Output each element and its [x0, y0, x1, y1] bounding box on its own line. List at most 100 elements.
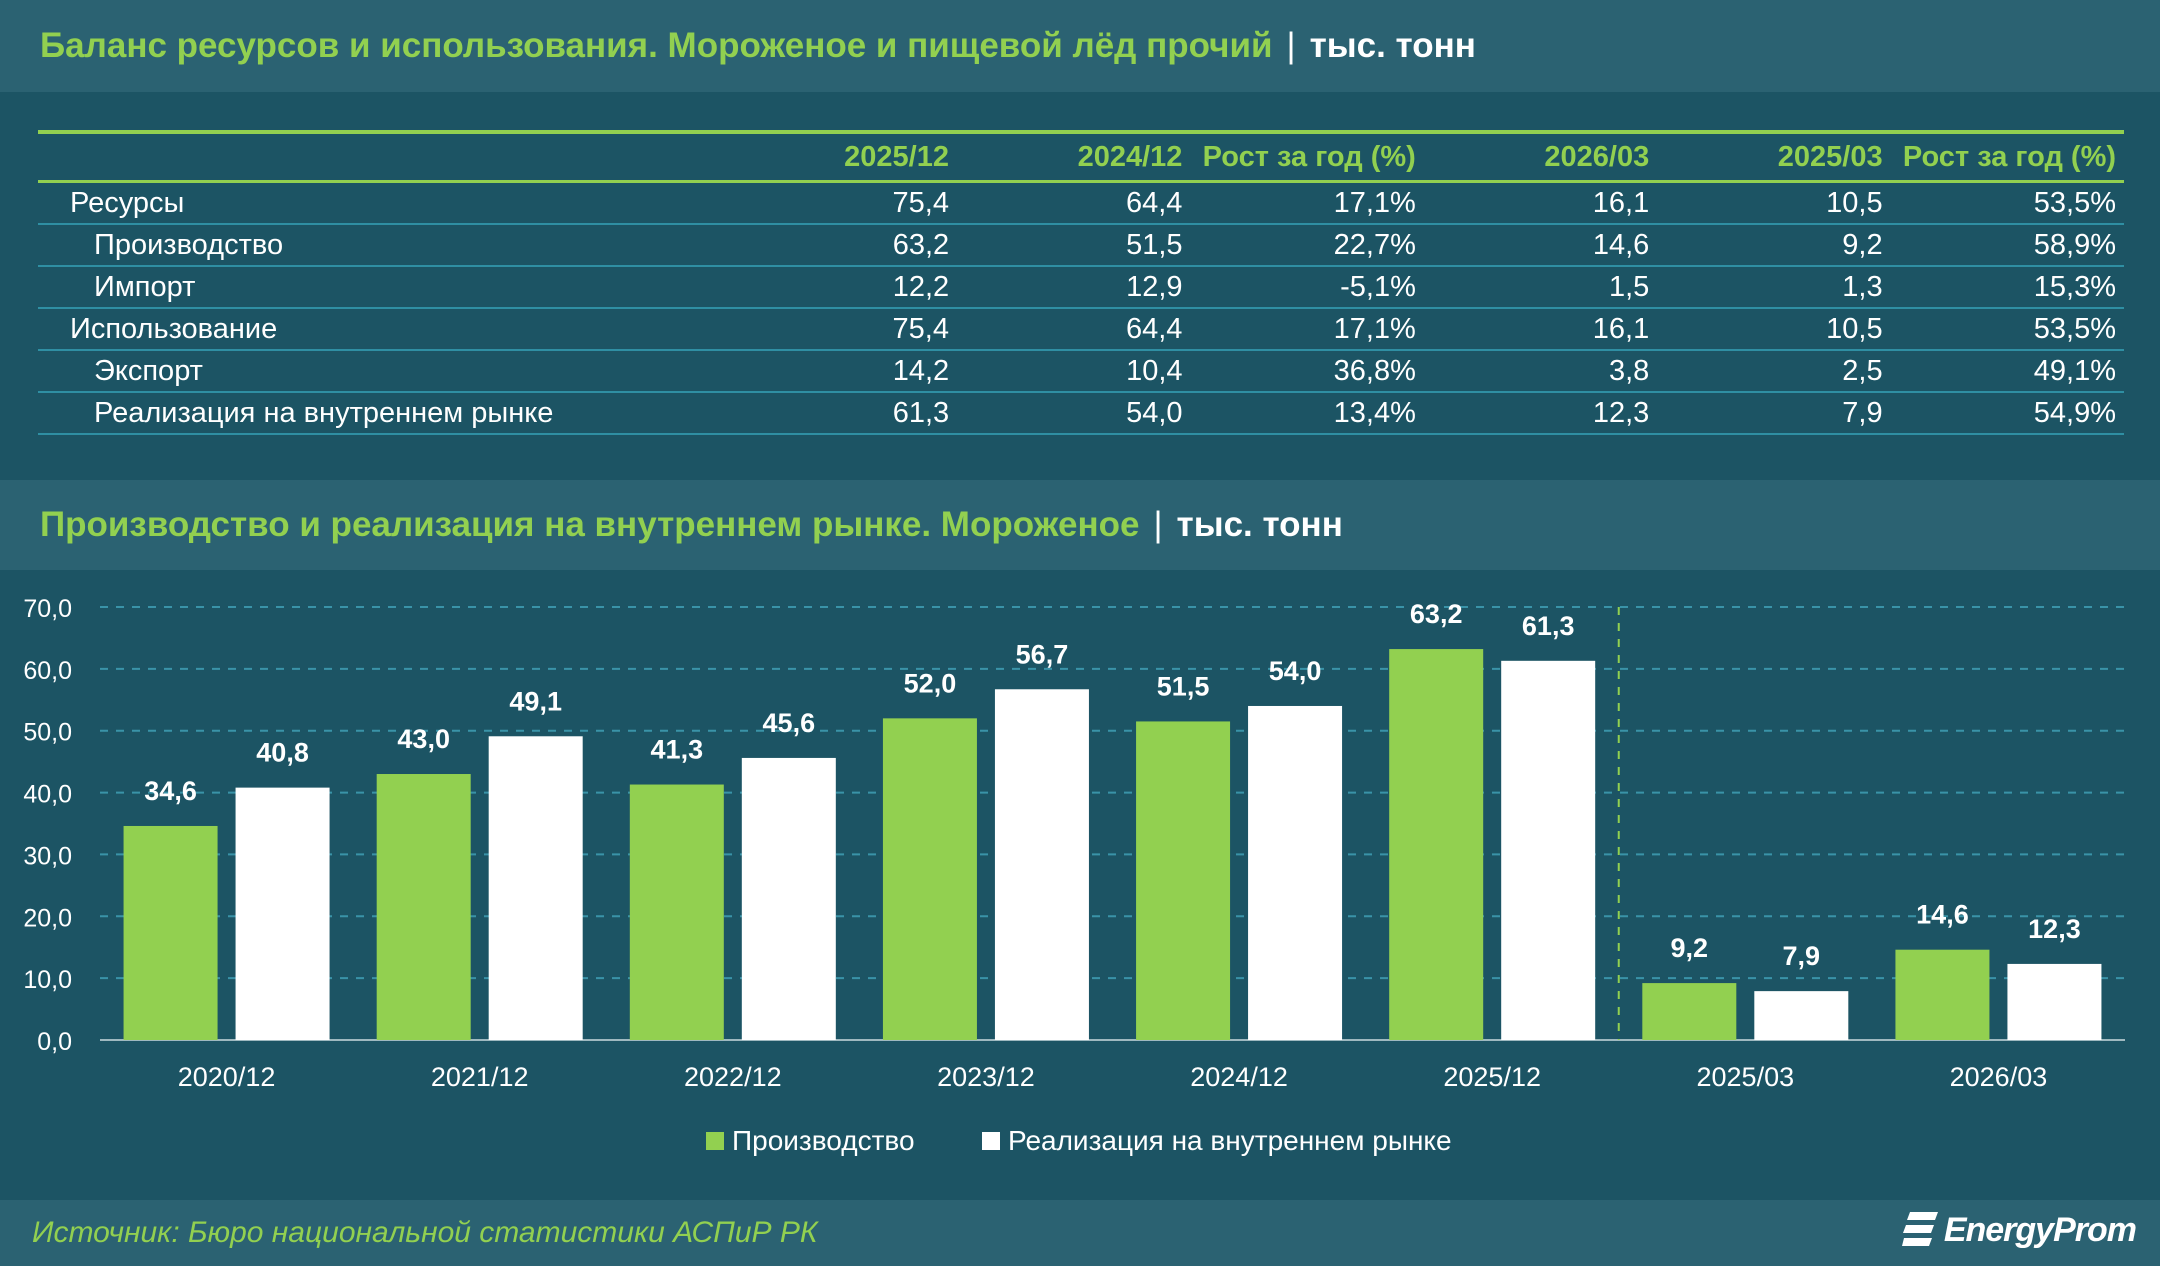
row-label: Использование: [70, 312, 278, 345]
table-header-row: 2025/12 2024/12 Рост за год (%) 2026/03 …: [38, 134, 2124, 183]
table-cell: 12,3: [1592, 396, 1650, 429]
x-tick-label: 2025/12: [1443, 1062, 1541, 1092]
bar-domestic-sales: [994, 689, 1089, 1040]
table-cell: -5,1%: [1340, 270, 1416, 303]
table-title: Баланс ресурсов и использования. Морожен…: [40, 26, 1273, 65]
x-tick-label: 2023/12: [937, 1062, 1035, 1092]
data-label: 54,0: [1269, 656, 1322, 686]
y-tick-label: 10,0: [23, 966, 72, 994]
data-label: 43,0: [397, 724, 450, 754]
title-separator: |: [1153, 505, 1163, 544]
table-cell: 12,2: [892, 270, 950, 303]
x-tick-label: 2022/12: [684, 1062, 782, 1092]
table-cell: 63,2: [892, 228, 950, 261]
x-tick-label: 2024/12: [1190, 1062, 1288, 1092]
bar-production: [1895, 949, 1990, 1040]
y-tick-label: 20,0: [23, 904, 72, 932]
source-note: Источник: Бюро национальной статистики А…: [32, 1216, 818, 1249]
table-header-cell: Рост за год (%): [1202, 140, 1416, 173]
bar-production: [376, 774, 471, 1040]
bar-domestic-sales: [741, 757, 836, 1040]
table-header-cell: 2025/03: [1777, 140, 1883, 173]
data-label: 7,9: [1783, 941, 1821, 971]
table-cell: 9,2: [1842, 228, 1883, 261]
table-unit: тыс. тонн: [1309, 26, 1476, 65]
bar-domestic-sales: [1754, 991, 1849, 1040]
table-cell: 14,2: [892, 354, 950, 387]
footer: Источник: Бюро национальной статистики А…: [0, 1200, 2160, 1266]
table-row: Реализация на внутреннем рынке 61,3 54,0 13…: [38, 393, 2124, 435]
data-label: 52,0: [904, 668, 957, 698]
data-label: 14,6: [1916, 900, 1969, 930]
bar-production: [1642, 983, 1737, 1040]
data-label: 49,1: [509, 686, 562, 716]
data-label: 51,5: [1157, 671, 1210, 701]
bar-domestic-sales: [488, 736, 583, 1040]
table-cell: 54,0: [1126, 396, 1183, 429]
row-label: Производство: [94, 228, 284, 261]
table-cell: 75,4: [892, 186, 949, 219]
logo-stripes-icon: [1901, 1212, 1938, 1246]
chart-section-header: Производство и реализация на внутреннем …: [0, 480, 2160, 570]
table-cell: 10,5: [1826, 312, 1883, 345]
bar-production: [1389, 649, 1484, 1040]
data-label: 45,6: [763, 708, 816, 738]
legend-label-domestic-sales: Реализация на внутреннем рынке: [1008, 1125, 1452, 1156]
bar-domestic-sales: [235, 787, 330, 1040]
data-label: 56,7: [1016, 639, 1069, 669]
table-cell: 14,6: [1592, 228, 1650, 261]
table-cell: 17,1%: [1333, 186, 1416, 219]
table-cell: 15,3%: [2033, 270, 2116, 303]
table-cell: 22,7%: [1333, 228, 1416, 261]
row-label: Реализация на внутреннем рынке: [94, 396, 554, 429]
table-cell: 3,8: [1608, 354, 1650, 387]
table-header-cell: 2026/03: [1544, 140, 1650, 173]
table-cell: 75,4: [892, 312, 949, 345]
row-label: Импорт: [94, 270, 196, 303]
table-cell: 10,5: [1826, 186, 1883, 219]
logo-text: EnergyProm: [1943, 1210, 2137, 1249]
bar-production: [629, 784, 724, 1040]
data-label: 41,3: [651, 735, 704, 765]
table-cell: 16,1: [1592, 312, 1650, 345]
table-row: Ресурсы 75,4 64,4 17,1% 16,1 10,5 53,5%: [38, 183, 2124, 225]
bar-production: [1136, 721, 1231, 1040]
data-label: 9,2: [1671, 933, 1709, 963]
table-row: Производство 63,2 51,5 22,7% 14,6 9,2 58,9%: [38, 225, 2124, 267]
bar-domestic-sales: [1248, 705, 1343, 1040]
table-row: Импорт 12,2 12,9 -5,1% 1,5 1,3 15,3%: [38, 267, 2124, 309]
table-cell: 1,5: [1608, 270, 1650, 303]
bar-production: [123, 825, 218, 1040]
data-label: 40,8: [256, 738, 309, 768]
energyprom-logo: EnergyProm: [1901, 1210, 2137, 1250]
bar-chart: 0,0 10,0 20,0 30,0 40,0 50,0 60,0 70,0 34,6 40,8 2…: [23, 595, 2125, 1156]
table-cell: 53,5%: [2033, 186, 2117, 219]
table-cell: 64,4: [1125, 186, 1183, 219]
table-cell: 13,4%: [1333, 396, 1416, 429]
x-tick-label: 2020/12: [178, 1062, 276, 1092]
table-cell: 17,1%: [1333, 312, 1416, 345]
chart-title: Производство и реализация на внутреннем …: [40, 505, 1140, 544]
table-cell: 51,5: [1126, 228, 1183, 261]
table-cell: 58,9%: [2033, 228, 2116, 261]
table-cell: 49,1%: [2033, 354, 2116, 387]
table-cell: 1,3: [1842, 270, 1883, 303]
y-tick-label: 30,0: [23, 842, 72, 870]
data-label: 12,3: [2028, 914, 2081, 944]
table-cell: 61,3: [892, 396, 950, 429]
table-header-cell: 2024/12: [1077, 140, 1183, 173]
x-tick-label: 2026/03: [1950, 1062, 2048, 1092]
row-label: Ресурсы: [70, 186, 185, 219]
row-label: Экспорт: [94, 354, 203, 387]
data-label: 61,3: [1522, 611, 1575, 641]
table-cell: 7,9: [1842, 396, 1883, 429]
table-body: Ресурсы 75,4 64,4 17,1% 16,1 10,5 53,5% Произво…: [38, 183, 2124, 435]
data-label: 63,2: [1410, 599, 1463, 629]
y-tick-label: 50,0: [23, 719, 72, 747]
table-cell: 12,9: [1126, 270, 1183, 303]
table-header-cell: 2025/12: [844, 140, 949, 173]
legend-swatch-domestic-sales: [982, 1132, 1000, 1150]
table-header-cell: Рост за год (%): [1902, 140, 2117, 173]
legend-swatch-production: [706, 1132, 724, 1150]
bar-domestic-sales: [2007, 963, 2102, 1040]
